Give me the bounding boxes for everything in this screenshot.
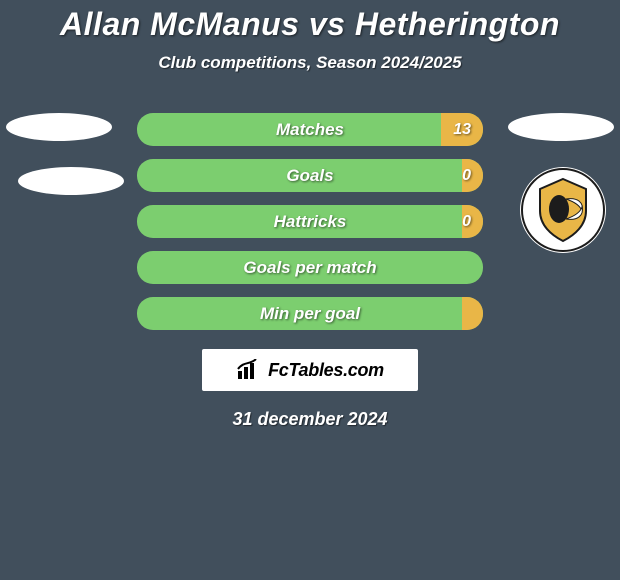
stat-label: Hattricks (274, 212, 347, 232)
comparison-card: Allan McManus vs Hetherington Club compe… (0, 0, 620, 430)
club-badge-right (520, 167, 606, 253)
brand-badge: FcTables.com (202, 349, 418, 391)
subtitle: Club competitions, Season 2024/2025 (158, 53, 461, 73)
stat-row-hattricks: Hattricks 0 (137, 205, 483, 238)
stat-row-matches: Matches 13 (137, 113, 483, 146)
stat-value: 13 (453, 121, 471, 139)
stat-row-goals: Goals 0 (137, 159, 483, 192)
stat-label: Min per goal (260, 304, 360, 324)
stat-row-min-per-goal: Min per goal (137, 297, 483, 330)
page-title: Allan McManus vs Hetherington (60, 6, 560, 43)
brand-text: FcTables.com (268, 360, 384, 381)
player-left-pill (6, 113, 112, 141)
bar-right-segment (462, 297, 483, 330)
player-left-pill (18, 167, 124, 195)
comparison-stage: Matches 13 Goals 0 Hattricks 0 Goals per… (0, 113, 620, 430)
bar-chart-icon (236, 359, 262, 381)
shield-icon (520, 167, 606, 253)
stat-row-goals-per-match: Goals per match (137, 251, 483, 284)
player-right-pill (508, 113, 614, 141)
stat-label: Goals (286, 166, 333, 186)
stat-value: 0 (462, 167, 471, 185)
stat-label: Goals per match (243, 258, 376, 278)
stat-value: 0 (462, 213, 471, 231)
stat-label: Matches (276, 120, 344, 140)
snapshot-date: 31 december 2024 (232, 409, 387, 430)
